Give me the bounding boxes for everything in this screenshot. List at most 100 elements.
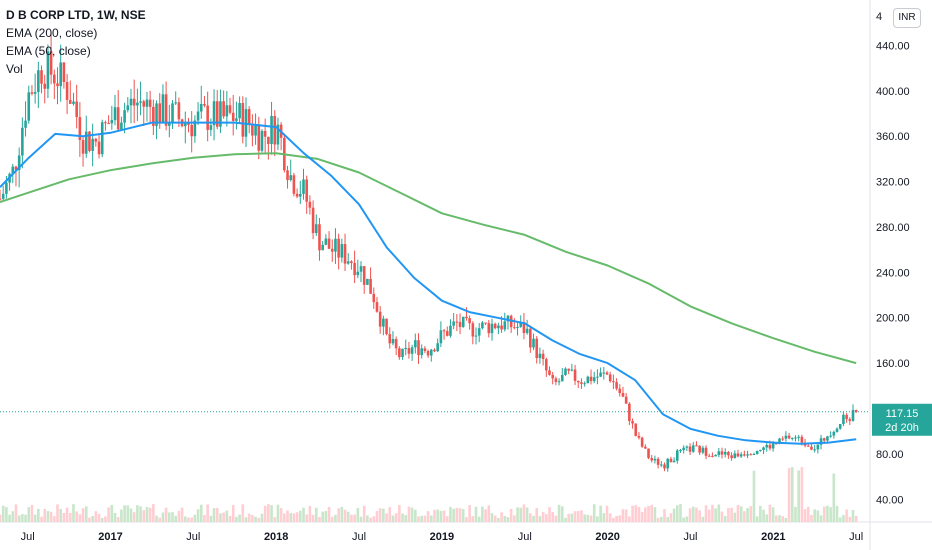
- candle-body: [838, 424, 842, 429]
- volume-bar: [806, 506, 810, 522]
- volume-bar: [548, 507, 551, 522]
- candle-body: [330, 248, 334, 252]
- candle-body: [605, 372, 609, 375]
- volume-bar: [56, 504, 59, 522]
- volume-bar: [113, 512, 117, 522]
- price-axis[interactable]: 440.00400.00360.00320.00280.00240.00200.…: [876, 11, 910, 506]
- candle-body: [484, 322, 487, 324]
- candle-body: [53, 74, 56, 84]
- candle-body: [129, 98, 133, 106]
- candle-body: [743, 454, 746, 456]
- candle-body: [832, 431, 836, 436]
- candle-body: [407, 348, 411, 354]
- x-tick-label: 2017: [98, 531, 122, 543]
- volume-bar: [500, 512, 503, 522]
- candle-body: [78, 117, 82, 141]
- candle-body: [666, 458, 670, 469]
- candle-body: [806, 445, 810, 447]
- volume-bar: [541, 512, 545, 522]
- volume-bar: [27, 507, 31, 522]
- volume-bar: [481, 506, 484, 522]
- candle-body: [532, 338, 535, 348]
- candle-body: [631, 421, 634, 424]
- volume-bar: [193, 514, 197, 522]
- candle-body: [519, 322, 523, 327]
- volume-bar: [727, 508, 730, 522]
- candle-body: [37, 70, 40, 93]
- volume-bar: [516, 507, 519, 522]
- candle-body: [158, 103, 162, 123]
- candle-body: [819, 438, 823, 445]
- volume-bar: [679, 504, 682, 522]
- volume-bar: [803, 509, 807, 522]
- volume-bar: [183, 516, 187, 522]
- candle-body: [647, 448, 650, 459]
- indicator-ema50[interactable]: EMA (50, close): [6, 44, 91, 58]
- candle-body: [110, 120, 114, 124]
- volume-bar: [158, 517, 162, 522]
- volume-bar: [0, 514, 2, 522]
- volume-bar: [254, 516, 257, 522]
- volume-bar: [84, 506, 88, 522]
- volume-bar: [586, 515, 590, 522]
- candle-body: [723, 452, 727, 455]
- volume-bar: [775, 515, 778, 522]
- candle-body: [589, 376, 593, 382]
- volume-bar: [672, 508, 676, 522]
- symbol-title[interactable]: D B CORP LTD, 1W, NSE: [6, 8, 146, 22]
- x-tick-label: Jul: [186, 531, 200, 543]
- volume-bar: [522, 504, 526, 522]
- candle-body: [736, 453, 740, 457]
- candle-body: [775, 443, 778, 445]
- candle-body: [120, 122, 123, 130]
- candle-body: [241, 103, 245, 137]
- volume-bar: [407, 506, 411, 522]
- candle-body: [5, 182, 8, 194]
- volume-bar: [337, 508, 340, 522]
- candle-body: [225, 105, 229, 117]
- volume-bar: [168, 512, 171, 522]
- candle-body: [190, 124, 193, 137]
- candle-body: [465, 316, 468, 319]
- volume-bar: [97, 513, 101, 522]
- candle-body: [538, 353, 542, 359]
- indicator-ema200[interactable]: EMA (200, close): [6, 26, 98, 40]
- time-axis[interactable]: Jul 2017 Jul 2018 Jul 2019 Jul 2020 Jul 2021 Jul: [21, 531, 864, 543]
- candle-body: [11, 166, 15, 174]
- candle-body: [91, 138, 94, 151]
- volume-bar: [660, 516, 663, 522]
- y-tick-label: 360.00: [876, 131, 910, 143]
- volume-bar: [24, 514, 27, 522]
- candle-body: [768, 444, 772, 449]
- volume-bars: [0, 467, 858, 522]
- candle-body: [452, 321, 455, 326]
- volume-bar: [260, 513, 264, 522]
- indicator-volume[interactable]: Vol: [6, 62, 23, 76]
- volume-bar: [784, 517, 788, 522]
- volume-bar: [829, 507, 832, 522]
- currency-button[interactable]: INR: [893, 8, 921, 28]
- volume-bar: [375, 511, 379, 522]
- candle-body: [359, 266, 363, 272]
- volume-bar: [321, 511, 324, 522]
- volume-bar: [17, 515, 21, 522]
- y-tick-label: 40.00: [876, 494, 904, 506]
- candle-body: [525, 328, 529, 334]
- candle-body: [40, 70, 43, 84]
- volume-bar: [669, 513, 673, 522]
- candle-body: [794, 437, 797, 439]
- volume-bar: [305, 514, 308, 522]
- volume-bar: [276, 504, 280, 522]
- candle-body: [299, 193, 302, 197]
- candle-body: [714, 454, 717, 457]
- volume-bar: [429, 515, 433, 522]
- volume-bar: [685, 516, 689, 522]
- candle-body: [513, 327, 516, 329]
- x-tick-label: Jul: [683, 531, 697, 543]
- volume-bar: [286, 510, 289, 522]
- volume-bar: [219, 513, 222, 522]
- x-tick-label: 2019: [430, 531, 454, 543]
- candle-body: [567, 368, 570, 371]
